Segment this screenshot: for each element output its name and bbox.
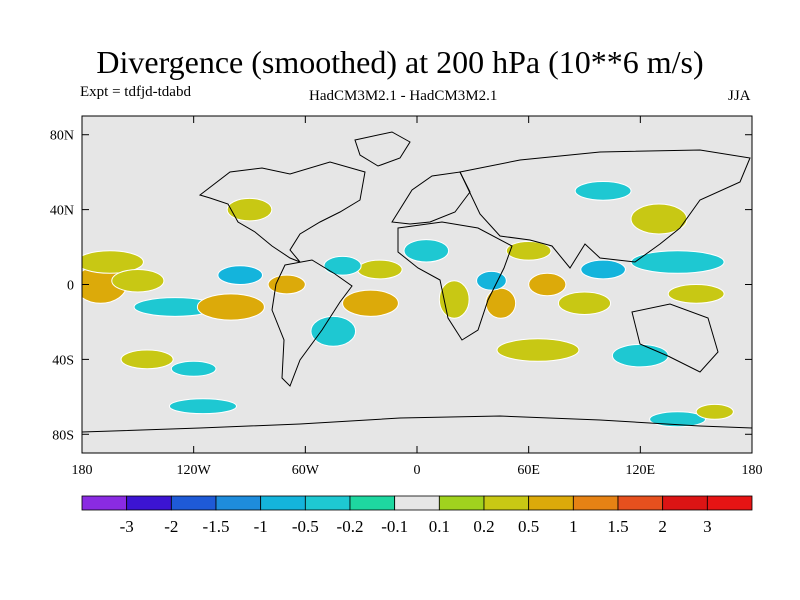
anomaly-patch [267, 274, 306, 295]
colorbar-swatch [394, 495, 440, 511]
anomaly-patch [574, 181, 632, 201]
colorbar-swatch [349, 495, 396, 511]
anomaly-patch [120, 349, 174, 370]
colorbar-swatch [483, 495, 530, 511]
colorbar-swatch [528, 495, 574, 511]
x-tick-label: 0 [414, 463, 421, 478]
anomaly-patch [580, 259, 626, 280]
anomaly-patch [403, 239, 450, 263]
x-tick-label: 180 [742, 463, 763, 478]
colorbar: -3 -2 -1.5 -1 -0.5 -0.2 -0.1 0.1 0.2 0.5 1 1.5 2 3 [81, 495, 753, 536]
colorbar-label: 1 [569, 517, 578, 536]
colorbar-label: -2 [164, 517, 178, 536]
anomaly-patch [226, 197, 273, 222]
colorbar-label: -0.1 [381, 517, 408, 536]
chart-title: Divergence (smoothed) at 200 hPa (10**6 … [96, 44, 704, 80]
colorbar-label: 0.1 [429, 517, 450, 536]
anomaly-patch [667, 284, 725, 304]
experiment-label: Expt = tdfjd-tdabd [80, 84, 191, 100]
x-tick-label: 180 [72, 463, 93, 478]
colorbar-label: -0.5 [292, 517, 319, 536]
anomaly-patch [505, 240, 552, 261]
y-tick-label: 40N [50, 204, 74, 219]
coastlines [82, 131, 752, 433]
anomaly-patch [217, 265, 264, 285]
map-background [82, 116, 752, 453]
x-tick-label: 60E [517, 463, 540, 478]
anomaly-patch [323, 255, 362, 276]
x-tick-label: 120E [626, 463, 656, 478]
anomaly-patch [611, 343, 669, 368]
colorbar-swatch [170, 495, 217, 511]
colorbar-swatch [706, 495, 753, 511]
x-tick-label: 60W [292, 463, 320, 478]
anomaly-patch [168, 398, 237, 415]
colorbar-label: -3 [120, 517, 134, 536]
colorbar-label: 2 [658, 517, 667, 536]
colorbar-label: 0.5 [518, 517, 539, 536]
colorbar-label: -1.5 [203, 517, 230, 536]
season-label: JJA [728, 88, 751, 104]
models-label: HadCM3M2.1 - HadCM3M2.1 [309, 88, 498, 104]
anomaly-patch [485, 287, 517, 319]
y-axis: 80N 40N 0 40S 80S [50, 129, 752, 443]
colorbar-label: -1 [254, 517, 268, 536]
anomaly-patch [310, 315, 357, 347]
colorbar-swatch [304, 495, 351, 511]
colorbar-swatch [81, 495, 128, 511]
anomaly-patch [649, 411, 706, 428]
colorbar-label: 1.5 [607, 517, 628, 536]
anomaly-patch [557, 291, 612, 315]
anomaly-field [82, 181, 734, 428]
colorbar-swatch [617, 495, 664, 511]
colorbar-label: -0.2 [337, 517, 364, 536]
colorbar-swatch [215, 495, 262, 511]
x-axis: 180 120W 60W 0 60E 120E 180 [72, 116, 763, 478]
colorbar-swatch [662, 495, 708, 511]
anomaly-patch [196, 293, 265, 321]
colorbar-swatch [572, 495, 619, 511]
y-tick-label: 80N [50, 129, 74, 144]
anomaly-patch [111, 269, 165, 293]
anomaly-patch [438, 280, 470, 319]
anomaly-patch [630, 250, 725, 274]
anomaly-patch [496, 338, 580, 362]
anomaly-patch [528, 272, 567, 297]
anomaly-patch [342, 289, 399, 317]
x-tick-label: 120W [177, 463, 212, 478]
colorbar-label: 0.2 [473, 517, 494, 536]
anomaly-patch [170, 360, 217, 377]
y-tick-label: 80S [52, 428, 74, 443]
map [82, 116, 752, 453]
anomaly-patch [476, 270, 507, 291]
y-tick-label: 0 [67, 279, 74, 294]
colorbar-label: 3 [703, 517, 712, 536]
anomaly-patch [695, 403, 734, 420]
anomaly-patch [82, 250, 144, 274]
y-tick-label: 40S [52, 353, 74, 368]
colorbar-swatch [438, 495, 485, 511]
colorbar-swatch [126, 495, 172, 511]
anomaly-patch [356, 259, 403, 280]
colorbar-swatch [260, 495, 306, 511]
